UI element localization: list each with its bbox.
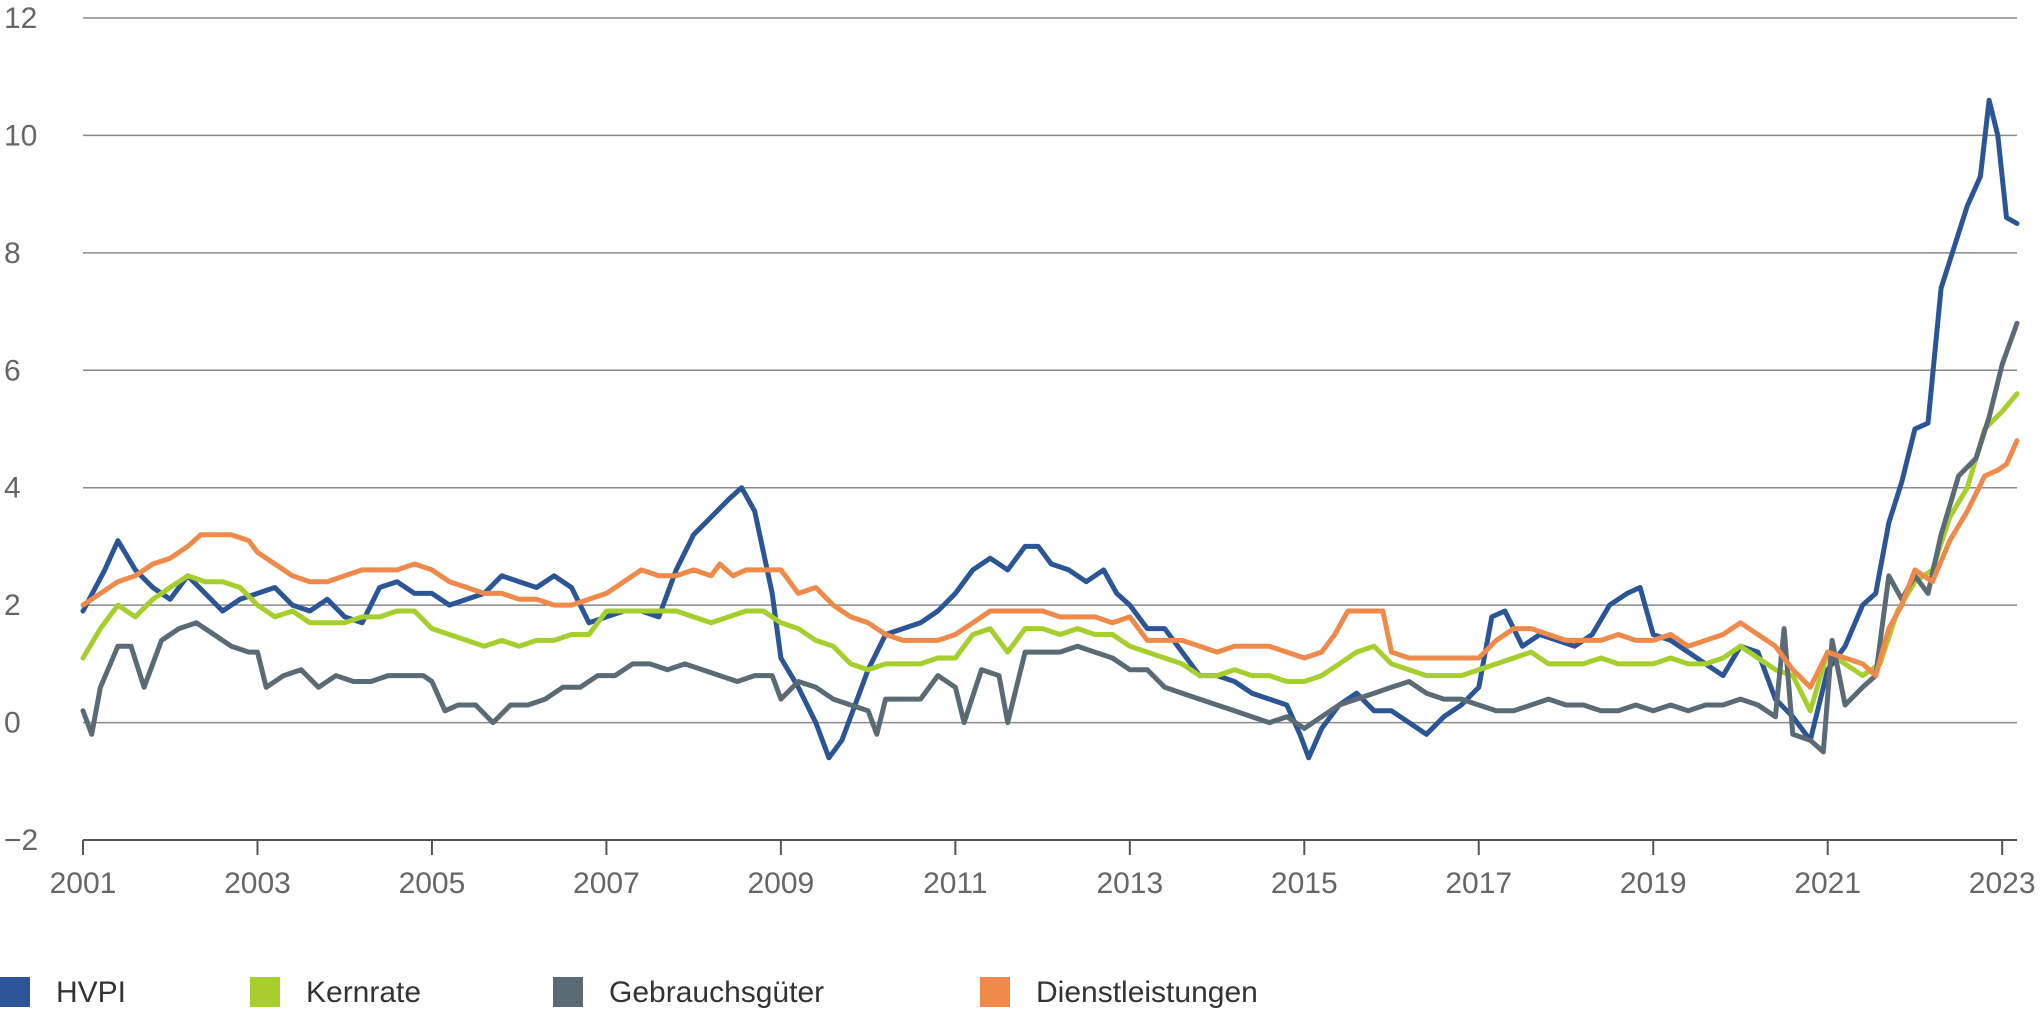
y-tick-label: 2 — [4, 589, 21, 622]
x-tick-label: 2017 — [1445, 867, 1512, 900]
legend-swatch — [0, 977, 30, 1007]
y-tick-label: 4 — [4, 472, 21, 505]
x-tick-label: 2013 — [1096, 867, 1163, 900]
legend: HVPI Kernrate Gebrauchsgüter Dienstleistung… — [0, 976, 1258, 1009]
x-tick-label: 2005 — [399, 867, 466, 900]
gridlines — [83, 17, 2017, 841]
legend-swatch — [553, 977, 583, 1007]
series-line-2 — [80, 320, 2020, 755]
x-tick-label: 2021 — [1794, 867, 1861, 900]
x-tick-label: 2003 — [224, 867, 291, 900]
y-tick-label: −2 — [4, 824, 38, 857]
series-line-3 — [80, 438, 2020, 690]
x-axis: 2001 2003 2005 2007 2009 2011 2013 2015 2017 2019… — [50, 839, 2036, 900]
series-lines — [80, 97, 2020, 761]
x-tick-label: 2019 — [1620, 867, 1687, 900]
y-axis-ticks: −2 0 2 4 6 8 10 12 — [4, 2, 38, 857]
y-tick-label: 12 — [4, 2, 37, 35]
x-tick-label: 2011 — [923, 867, 988, 900]
y-tick-label: 8 — [4, 237, 21, 270]
x-tick-label: 2015 — [1271, 867, 1338, 900]
y-tick-label: 6 — [4, 354, 21, 387]
y-tick-label: 10 — [4, 119, 37, 152]
legend-label: Kernrate — [306, 976, 421, 1009]
series-line-0 — [80, 97, 2020, 761]
y-tick-label: 0 — [4, 707, 21, 740]
x-tick-label: 2001 — [50, 867, 117, 900]
legend-label: Gebrauchsgüter — [609, 976, 824, 1009]
series-line-1 — [80, 391, 2020, 714]
x-tick-label: 2009 — [748, 867, 815, 900]
legend-label: HVPI — [56, 976, 126, 1009]
x-tick-label: 2023 — [1969, 867, 2036, 900]
legend-label: Dienstleistungen — [1036, 976, 1258, 1009]
x-tick-label: 2007 — [573, 867, 640, 900]
legend-swatch — [980, 977, 1010, 1007]
legend-swatch — [250, 977, 280, 1007]
